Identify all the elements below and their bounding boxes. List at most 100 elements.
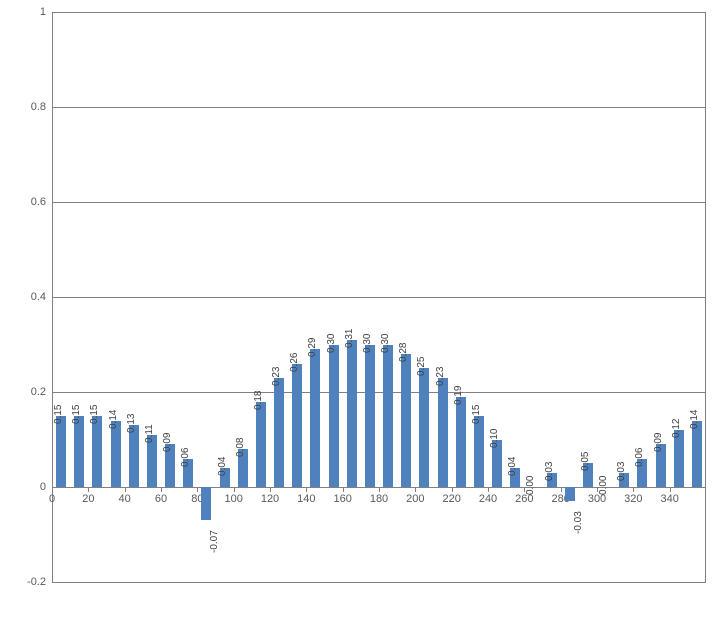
bar xyxy=(401,354,411,487)
x-tick-mark xyxy=(561,487,562,492)
gridline xyxy=(52,582,706,583)
bar-value-label: 0.09 xyxy=(653,433,664,452)
y-tick-label: 1 xyxy=(40,6,46,18)
bar xyxy=(438,378,448,487)
bar-value-label: 0.23 xyxy=(271,366,282,385)
bar-value-label: 0.09 xyxy=(162,433,173,452)
bar xyxy=(674,430,684,487)
bar-value-label: 0.29 xyxy=(307,338,318,357)
bar-value-label: 0.03 xyxy=(616,461,627,480)
x-tick-mark xyxy=(270,487,271,492)
bar-value-label: 0.00 xyxy=(525,476,536,495)
bar-value-label: 0.25 xyxy=(416,357,427,376)
bar xyxy=(456,397,466,487)
bar xyxy=(74,416,84,487)
bar-value-label: 0.10 xyxy=(489,428,500,447)
bar-value-label: 0.15 xyxy=(89,404,100,423)
x-tick-mark xyxy=(379,487,380,492)
bar xyxy=(419,368,429,487)
y-tick-label: 0.4 xyxy=(31,291,46,303)
x-tick-mark xyxy=(633,487,634,492)
x-tick-mark xyxy=(415,487,416,492)
gridline xyxy=(52,12,706,13)
bar-value-label: 0.30 xyxy=(326,333,337,352)
bar-value-label: 0.14 xyxy=(689,409,700,428)
bar xyxy=(310,349,320,487)
bar-value-label: 0.14 xyxy=(108,409,119,428)
plot-area: -0.200.20.40.60.810204060801001201401601… xyxy=(52,12,706,582)
bar-value-label: 0.15 xyxy=(71,404,82,423)
x-tick-mark xyxy=(197,487,198,492)
bar xyxy=(201,487,211,520)
bar-value-label: 0.12 xyxy=(671,419,682,438)
x-tick-label: 160 xyxy=(333,493,351,505)
x-tick-label: 120 xyxy=(261,493,279,505)
bar xyxy=(111,421,121,488)
bar-value-label: 0.15 xyxy=(53,404,64,423)
x-tick-label: 220 xyxy=(442,493,460,505)
x-tick-label: 180 xyxy=(370,493,388,505)
bar xyxy=(365,345,375,488)
bar-value-label: -0.03 xyxy=(573,511,584,534)
x-tick-label: 100 xyxy=(224,493,242,505)
bar xyxy=(292,364,302,488)
x-tick-label: 0 xyxy=(49,493,55,505)
x-tick-mark xyxy=(88,487,89,492)
x-tick-mark xyxy=(343,487,344,492)
x-tick-label: 60 xyxy=(155,493,167,505)
bar xyxy=(474,416,484,487)
bar-chart: -0.200.20.40.60.810204060801001201401601… xyxy=(0,0,720,617)
y-tick-label: -0.2 xyxy=(27,576,46,588)
x-tick-label: 240 xyxy=(479,493,497,505)
bar-value-label: 0.03 xyxy=(544,461,555,480)
x-tick-label: 40 xyxy=(119,493,131,505)
x-tick-mark xyxy=(234,487,235,492)
x-tick-label: 340 xyxy=(660,493,678,505)
bar-value-label: 0.11 xyxy=(144,424,155,443)
x-tick-mark xyxy=(161,487,162,492)
bar-value-label: 0.31 xyxy=(344,328,355,347)
y-tick-label: 0 xyxy=(40,481,46,493)
bar xyxy=(329,345,339,488)
bar-value-label: 0.06 xyxy=(180,447,191,466)
bar-value-label: 0.05 xyxy=(580,452,591,471)
bar-value-label: 0.13 xyxy=(126,414,137,433)
y-tick-label: 0.6 xyxy=(31,196,46,208)
gridline xyxy=(52,202,706,203)
x-tick-label: 320 xyxy=(624,493,642,505)
x-tick-mark xyxy=(670,487,671,492)
bar-value-label: 0.30 xyxy=(380,333,391,352)
x-tick-label: 20 xyxy=(82,493,94,505)
bar-value-label: 0.26 xyxy=(289,352,300,371)
bar xyxy=(274,378,284,487)
bar xyxy=(565,487,575,501)
bar xyxy=(56,416,66,487)
bar xyxy=(383,345,393,488)
y-tick-label: 0.8 xyxy=(31,101,46,113)
bar-value-label: -0.07 xyxy=(209,530,220,553)
bar xyxy=(256,402,266,488)
bar-value-label: 0.00 xyxy=(598,476,609,495)
bar-value-label: 0.06 xyxy=(634,447,645,466)
x-tick-mark xyxy=(488,487,489,492)
x-tick-mark xyxy=(306,487,307,492)
bar-value-label: 0.23 xyxy=(435,366,446,385)
gridline xyxy=(52,297,706,298)
bar-value-label: 0.30 xyxy=(362,333,373,352)
bar-value-label: 0.15 xyxy=(471,404,482,423)
x-tick-mark xyxy=(52,487,53,492)
bar-value-label: 0.04 xyxy=(217,457,228,476)
gridline xyxy=(52,107,706,108)
bar xyxy=(692,421,702,488)
bar-value-label: 0.28 xyxy=(398,343,409,362)
bar xyxy=(92,416,102,487)
x-tick-label: 200 xyxy=(406,493,424,505)
x-tick-mark xyxy=(452,487,453,492)
bar-value-label: 0.19 xyxy=(453,385,464,404)
bar-value-label: 0.04 xyxy=(507,457,518,476)
bar-value-label: 0.08 xyxy=(235,438,246,457)
bar xyxy=(129,425,139,487)
gridline xyxy=(52,392,706,393)
bar-value-label: 0.18 xyxy=(253,390,264,409)
y-tick-label: 0.2 xyxy=(31,386,46,398)
